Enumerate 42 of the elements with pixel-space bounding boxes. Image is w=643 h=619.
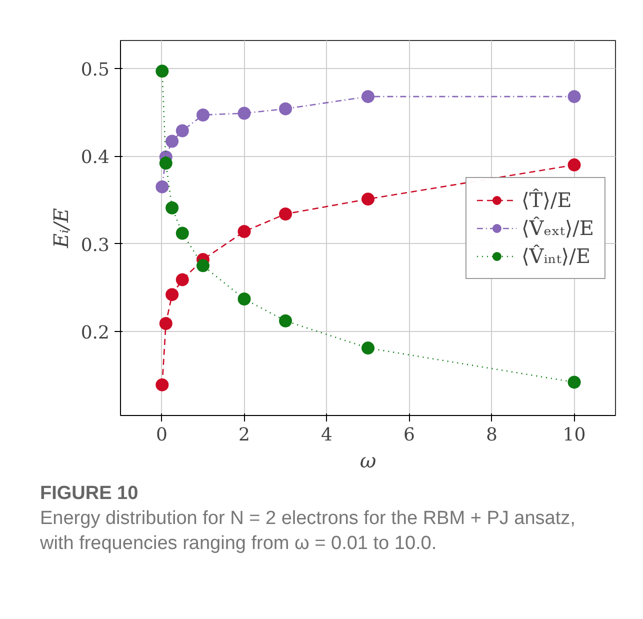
legend-label: ⟨V̂ᵢₙₜ⟩/E [521, 244, 590, 268]
point [362, 90, 374, 104]
x-tick-label: 2 [238, 424, 250, 446]
point [159, 317, 172, 330]
point [279, 207, 292, 220]
point [568, 158, 581, 172]
x-axis-title: ω [360, 448, 376, 472]
legend-label: ⟨V̂ₑₓₜ⟩/E [521, 216, 594, 240]
point [159, 156, 172, 170]
point [176, 124, 189, 138]
point [279, 314, 292, 328]
text: Energy distribution for N = 2 electrons for the RBM + PJ ansatz, with frequencies ranging from ω = 0.01 to 10.0. [40, 507, 576, 556]
x-tick-label: 10 [562, 424, 586, 446]
x-tick-label: 0 [156, 424, 168, 446]
x-tick-label: 6 [404, 424, 415, 446]
point [362, 342, 374, 355]
point [238, 106, 251, 120]
x-tick-label: 4 [321, 424, 332, 446]
point [238, 292, 251, 306]
point [176, 226, 189, 240]
y-tick-label: 0.4 [80, 147, 110, 168]
y-tick-label: 0.3 [80, 234, 110, 256]
y-tick-label: 0.2 [80, 322, 110, 344]
caption: FIGURE 10 [40, 482, 140, 506]
point [279, 102, 292, 116]
point [568, 376, 581, 389]
point [156, 64, 169, 78]
point [196, 108, 210, 122]
point [166, 288, 179, 302]
point [568, 90, 581, 104]
y-tick-label: 0.5 [80, 60, 110, 81]
point [166, 134, 179, 148]
point [362, 192, 374, 206]
point [166, 201, 179, 214]
x-tick-label: 8 [486, 424, 498, 446]
point [156, 180, 169, 194]
point [196, 259, 210, 272]
point [238, 225, 251, 238]
legend-label: ⟨T̂⟩/E [521, 188, 572, 212]
y-axis-title: Eᵢ/E [48, 208, 73, 249]
point [176, 273, 189, 286]
point [156, 378, 169, 392]
